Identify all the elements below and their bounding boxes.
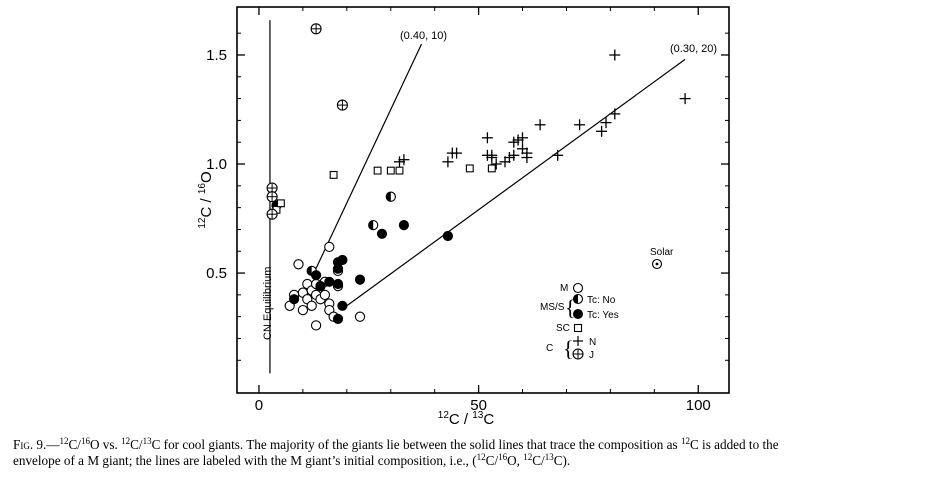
legend-mss-label: MS/S (540, 302, 565, 313)
point-n (481, 132, 493, 144)
point-sc (487, 164, 496, 173)
point-n (508, 149, 520, 161)
solar-label: Solar (650, 247, 674, 258)
point-sc (395, 166, 404, 175)
point-n (609, 49, 621, 61)
point-n (534, 119, 546, 131)
point-sc (276, 199, 285, 208)
point-j (336, 99, 348, 111)
point-m (297, 304, 309, 316)
point-tc-yes (332, 263, 344, 274)
legend-c-label: C (546, 343, 553, 354)
y-tick-label: 1.5 (206, 47, 227, 64)
figure-caption: Fig. 9.—12C/16O vs. 12C/13C for cool gia… (13, 436, 779, 469)
point-n (521, 152, 533, 163)
point-n (442, 156, 454, 168)
legend-open-square-icon (573, 323, 583, 333)
data-points (266, 23, 691, 331)
legend-plus-icon (573, 336, 583, 346)
point-tc-yes (376, 228, 388, 239)
plot-frame (236, 6, 730, 394)
point-tc-no (385, 191, 396, 202)
point-tc-yes (337, 300, 348, 311)
point-tc-yes (324, 276, 335, 287)
point-n (609, 108, 621, 120)
y-axis-title: 12C / 16O (197, 171, 215, 228)
x-tick-label: 50 (470, 397, 487, 414)
point-tc-yes (315, 281, 326, 292)
legend-brace-mss: { (565, 295, 576, 320)
point-n (394, 156, 405, 168)
point-j (266, 208, 278, 220)
point-j (266, 191, 278, 203)
cn-equilibrium-label: CN Equilibrium (262, 267, 274, 340)
point-tc-yes (332, 313, 344, 324)
point-tc-yes (311, 270, 322, 281)
point-tc-yes (289, 294, 300, 305)
point-n (490, 158, 502, 170)
point-m (319, 289, 331, 301)
point-n (552, 149, 564, 161)
legend-sc-label: SC (556, 323, 570, 334)
axis-ticks (237, 7, 729, 393)
point-m (310, 320, 322, 331)
point-n (574, 119, 586, 131)
composition-line (313, 43, 423, 274)
line-label-0.40-10: (0.40, 10) (400, 30, 447, 42)
legend-m-label: M (560, 283, 568, 294)
point-n (503, 152, 515, 163)
x-axis-title: 12C / 13C (438, 410, 495, 428)
y-tick-label: 1.0 (206, 156, 227, 173)
axis-tick-labels: 0 50 100 0.5 1.0 1.5 (206, 47, 711, 414)
legend: M MS/S { Tc: No Tc: Yes SC C { N J (540, 282, 619, 361)
point-tc-yes (442, 230, 453, 242)
point-n (517, 132, 528, 144)
point-n (398, 154, 410, 166)
point-m (306, 300, 317, 311)
point-m (293, 259, 304, 270)
solar-marker (651, 258, 663, 270)
y-tick-label: 0.5 (206, 265, 227, 282)
point-n (596, 125, 608, 137)
point-tc-yes (354, 274, 366, 285)
point-sc (373, 166, 382, 175)
point-n (451, 147, 463, 159)
point-sc (465, 164, 474, 173)
legend-tcyes-label: Tc: Yes (587, 310, 619, 321)
line-label-0.30-20: (0.30, 20) (670, 43, 717, 55)
point-sc (329, 170, 338, 179)
x-tick-label: 0 (255, 397, 263, 414)
legend-j-label: J (589, 350, 594, 361)
legend-circled-plus-icon (572, 348, 584, 360)
legend-n-label: N (589, 337, 596, 348)
composition-line (346, 58, 686, 307)
point-n (512, 134, 524, 146)
point-n (486, 152, 498, 163)
legend-open-circle-icon (572, 282, 584, 294)
point-n (679, 93, 691, 105)
point-tc-yes (332, 278, 344, 290)
svg-text:12C / 13C: 12C / 13C (438, 410, 495, 428)
point-j (310, 23, 322, 35)
legend-tcno-label: Tc: No (587, 295, 616, 306)
point-sc (386, 166, 395, 175)
point-n (600, 117, 612, 129)
point-tc-no (368, 219, 379, 231)
point-tc-yes (398, 220, 409, 231)
legend-filled-circle-icon (573, 309, 583, 319)
point-m (354, 311, 366, 322)
legend-brace-c: { (563, 336, 574, 361)
point-tc-yes (337, 254, 348, 266)
x-tick-label: 100 (686, 397, 711, 414)
point-m (324, 241, 335, 253)
svg-text:12C / 16O: 12C / 16O (197, 171, 215, 228)
legend-half-circle-icon (572, 293, 584, 305)
caption-fig-number: Fig. 9. (13, 437, 47, 452)
